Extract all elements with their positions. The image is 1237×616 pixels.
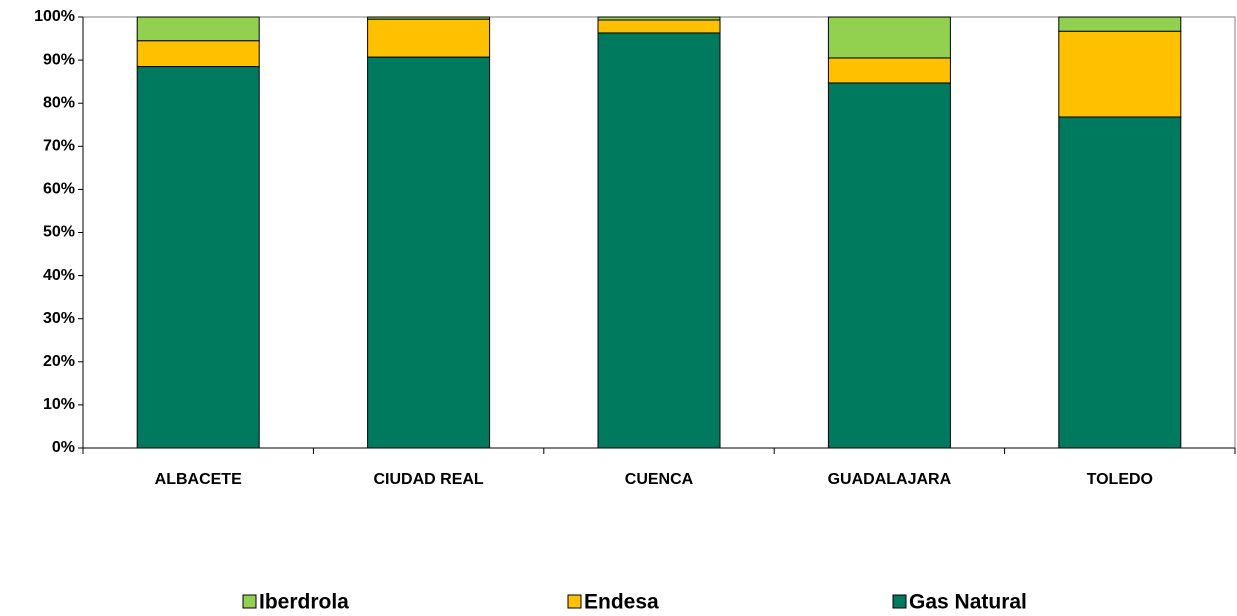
y-tick-label: 10% (43, 396, 75, 413)
bar-segment (597, 19, 721, 34)
x-tick-label: CIUDAD REAL (373, 471, 483, 488)
bar-segment (367, 16, 491, 20)
y-tick-label: 100% (34, 8, 75, 25)
x-tick-label: GUADALAJARA (828, 471, 952, 488)
x-tick-label: ALBACETE (155, 471, 242, 488)
legend-swatch (892, 594, 907, 609)
bar-segment (827, 57, 951, 84)
x-tick-label: CUENCA (625, 471, 694, 488)
y-tick-label: 90% (43, 51, 75, 68)
bar-segment (367, 56, 491, 449)
bar-segment (136, 40, 260, 68)
bar-segment (597, 32, 721, 449)
bar-segment (1058, 16, 1182, 32)
bar-segment (1058, 30, 1182, 118)
legend-swatch (567, 594, 582, 609)
y-tick-label: 20% (43, 353, 75, 370)
y-tick-label: 30% (43, 310, 75, 327)
y-tick-label: 0% (52, 439, 75, 456)
y-tick-label: 40% (43, 267, 75, 284)
bar-segment (827, 82, 951, 449)
bar-segment (136, 66, 260, 449)
y-tick-label: 50% (43, 224, 75, 241)
bar-segment (597, 16, 721, 21)
y-tick-label: 80% (43, 94, 75, 111)
bar-segment (367, 18, 491, 58)
x-tick-label: TOLEDO (1087, 471, 1153, 488)
bar-segment (136, 16, 260, 42)
legend-label: Gas Natural (909, 591, 1027, 614)
y-tick-label: 70% (43, 138, 75, 155)
legend-label: Endesa (584, 591, 659, 614)
bar-segment (1058, 116, 1182, 449)
legend-label: Iberdrola (259, 591, 349, 614)
y-tick-label: 60% (43, 181, 75, 198)
legend-swatch (242, 594, 257, 609)
bar-segment (827, 16, 951, 59)
